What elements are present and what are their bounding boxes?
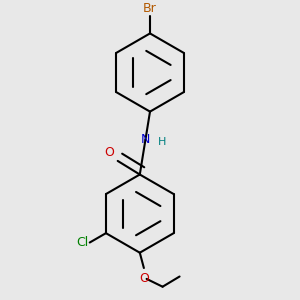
Text: Cl: Cl xyxy=(76,236,88,249)
Text: O: O xyxy=(139,272,149,285)
Text: N: N xyxy=(141,134,150,146)
Text: Br: Br xyxy=(143,2,157,15)
Text: H: H xyxy=(158,136,167,147)
Text: O: O xyxy=(104,146,114,159)
